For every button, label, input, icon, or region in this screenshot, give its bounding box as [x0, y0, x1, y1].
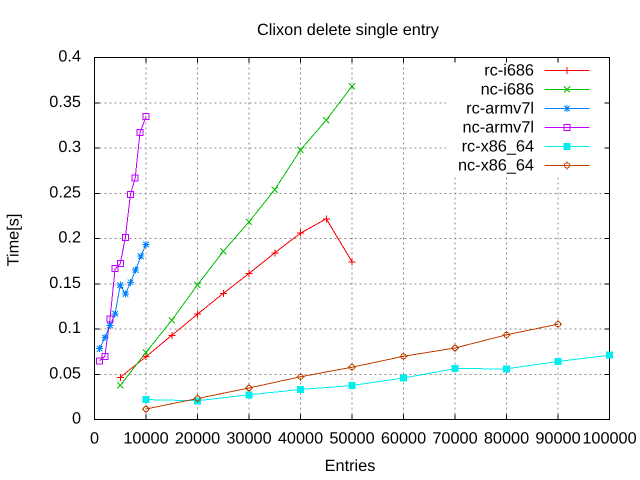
svg-text:70000: 70000	[432, 430, 477, 448]
svg-text:60000: 60000	[381, 430, 426, 448]
svg-text:90000: 90000	[535, 430, 580, 448]
svg-text:Clixon delete single entry: Clixon delete single entry	[257, 21, 440, 39]
svg-text:0.35: 0.35	[49, 93, 81, 111]
svg-text:rc-i686: rc-i686	[484, 61, 534, 79]
svg-text:nc-i686: nc-i686	[481, 80, 534, 98]
svg-text:10000: 10000	[123, 430, 168, 448]
svg-text:rc-armv7l: rc-armv7l	[466, 99, 534, 117]
svg-text:30000: 30000	[226, 430, 271, 448]
svg-text:0.25: 0.25	[49, 183, 81, 201]
svg-text:80000: 80000	[484, 430, 529, 448]
svg-text:40000: 40000	[278, 430, 323, 448]
svg-text:0.4: 0.4	[58, 48, 81, 66]
svg-text:0.1: 0.1	[58, 319, 81, 337]
svg-text:nc-armv7l: nc-armv7l	[463, 118, 534, 136]
svg-text:0.05: 0.05	[49, 364, 81, 382]
svg-text:Time[s]: Time[s]	[5, 214, 23, 267]
svg-text:50000: 50000	[329, 430, 374, 448]
svg-text:nc-x86_64: nc-x86_64	[458, 156, 534, 174]
svg-text:0.2: 0.2	[58, 229, 81, 247]
svg-text:0: 0	[72, 410, 81, 428]
svg-text:0: 0	[90, 430, 99, 448]
svg-text:0.15: 0.15	[49, 274, 81, 292]
svg-text:0.3: 0.3	[58, 138, 81, 156]
svg-text:Entries: Entries	[325, 457, 376, 475]
svg-text:100000: 100000	[582, 430, 636, 448]
svg-text:rc-x86_64: rc-x86_64	[462, 137, 534, 155]
svg-text:20000: 20000	[175, 430, 220, 448]
